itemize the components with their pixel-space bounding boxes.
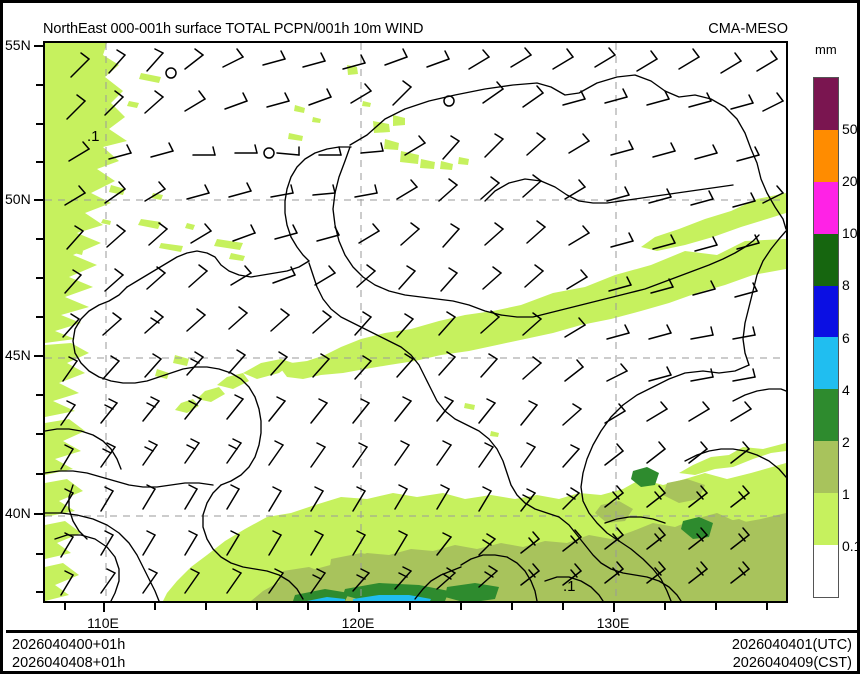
colorbar-band-3 xyxy=(814,233,838,286)
y-axis-label-40N: 40N xyxy=(5,505,31,521)
y-axis-label-45N: 45N xyxy=(5,347,31,363)
y-tick-minor xyxy=(36,238,43,240)
y-tick-50N xyxy=(34,199,43,201)
footer-divider xyxy=(6,630,860,633)
x-tick-120E xyxy=(358,603,360,612)
x-tick-minor xyxy=(409,603,411,610)
y-tick-minor xyxy=(36,123,43,125)
wind-barbs xyxy=(60,47,784,596)
colorbar-band-4 xyxy=(814,285,838,338)
colorbar-tick-0.1: 0.1 xyxy=(842,537,860,554)
x-tick-110E xyxy=(103,603,105,612)
colorbar-unit-label: mm xyxy=(815,42,837,57)
y-tick-minor xyxy=(36,473,43,475)
colorbar-tick-1: 1 xyxy=(842,485,850,502)
y-axis-label-50N: 50N xyxy=(5,191,31,207)
colorbar-tick-2: 2 xyxy=(842,433,850,450)
colorbar-tick-8: 8 xyxy=(842,277,850,294)
x-axis-label-120E: 120E xyxy=(341,615,375,631)
footer-valid-utc: 2026040401(UTC) xyxy=(731,637,852,653)
x-tick-minor xyxy=(307,603,309,610)
colorbar-band-9 xyxy=(814,545,838,597)
colorbar-tick-4: 4 xyxy=(842,381,850,398)
x-tick-minor xyxy=(205,603,207,610)
page-title: NorthEast 000-001h surface TOTAL PCPN/00… xyxy=(43,21,424,37)
footer-init-cst: 2026040408+01h xyxy=(12,655,126,671)
colorbar-tick-50: 50 xyxy=(842,121,858,138)
precipitation-shading xyxy=(45,43,786,601)
header: NorthEast 000-001h surface TOTAL PCPN/00… xyxy=(43,21,788,41)
colorbar-band-7 xyxy=(814,441,838,494)
footer: 2026040400+01h 2026040408+01h 2026040401… xyxy=(8,637,858,673)
x-tick-minor xyxy=(664,603,666,610)
colorbar-tick-6: 6 xyxy=(842,329,850,346)
x-tick-minor xyxy=(460,603,462,610)
footer-valid-cst: 2026040409(CST) xyxy=(732,655,852,671)
colorbar-band-0 xyxy=(814,78,838,130)
x-axis-label-110E: 110E xyxy=(87,615,119,631)
y-axis-label-55N: 55N xyxy=(5,37,31,53)
map-plot-area[interactable]: .1 .1 xyxy=(43,41,788,603)
x-tick-minor xyxy=(64,603,66,610)
colorbar-band-5 xyxy=(814,337,838,390)
colorbar-band-1 xyxy=(814,129,838,182)
y-tick-minor xyxy=(36,591,43,593)
y-tick-55N xyxy=(34,45,43,47)
colorbar-band-8 xyxy=(814,493,838,546)
x-axis-label-130E: 130E xyxy=(596,615,630,631)
y-tick-minor xyxy=(36,161,43,163)
x-tick-minor xyxy=(154,603,156,610)
x-tick-minor xyxy=(766,603,768,610)
footer-init-utc: 2026040400+01h xyxy=(12,637,126,653)
y-tick-40N xyxy=(34,513,43,515)
x-tick-minor xyxy=(511,603,513,610)
y-tick-minor xyxy=(36,394,43,396)
y-tick-minor xyxy=(36,84,43,86)
x-tick-minor xyxy=(715,603,717,610)
x-tick-130E xyxy=(613,603,615,612)
colorbar-tick-20: 20 xyxy=(842,173,858,190)
x-tick-minor xyxy=(256,603,258,610)
colorbar[interactable] xyxy=(813,77,839,598)
map-canvas: .1 .1 xyxy=(45,43,786,601)
colorbar-band-6 xyxy=(814,389,838,442)
contour-label-se: .1 xyxy=(563,578,576,595)
colorbar-band-2 xyxy=(814,181,838,234)
y-tick-minor xyxy=(36,316,43,318)
y-tick-minor xyxy=(36,277,43,279)
x-tick-minor xyxy=(562,603,564,610)
y-tick-minor xyxy=(36,433,43,435)
contour-label-nw: .1 xyxy=(87,128,100,145)
y-tick-45N xyxy=(34,355,43,357)
y-tick-minor xyxy=(36,553,43,555)
model-label: CMA-MESO xyxy=(708,21,788,37)
colorbar-tick-10: 10 xyxy=(842,225,858,242)
